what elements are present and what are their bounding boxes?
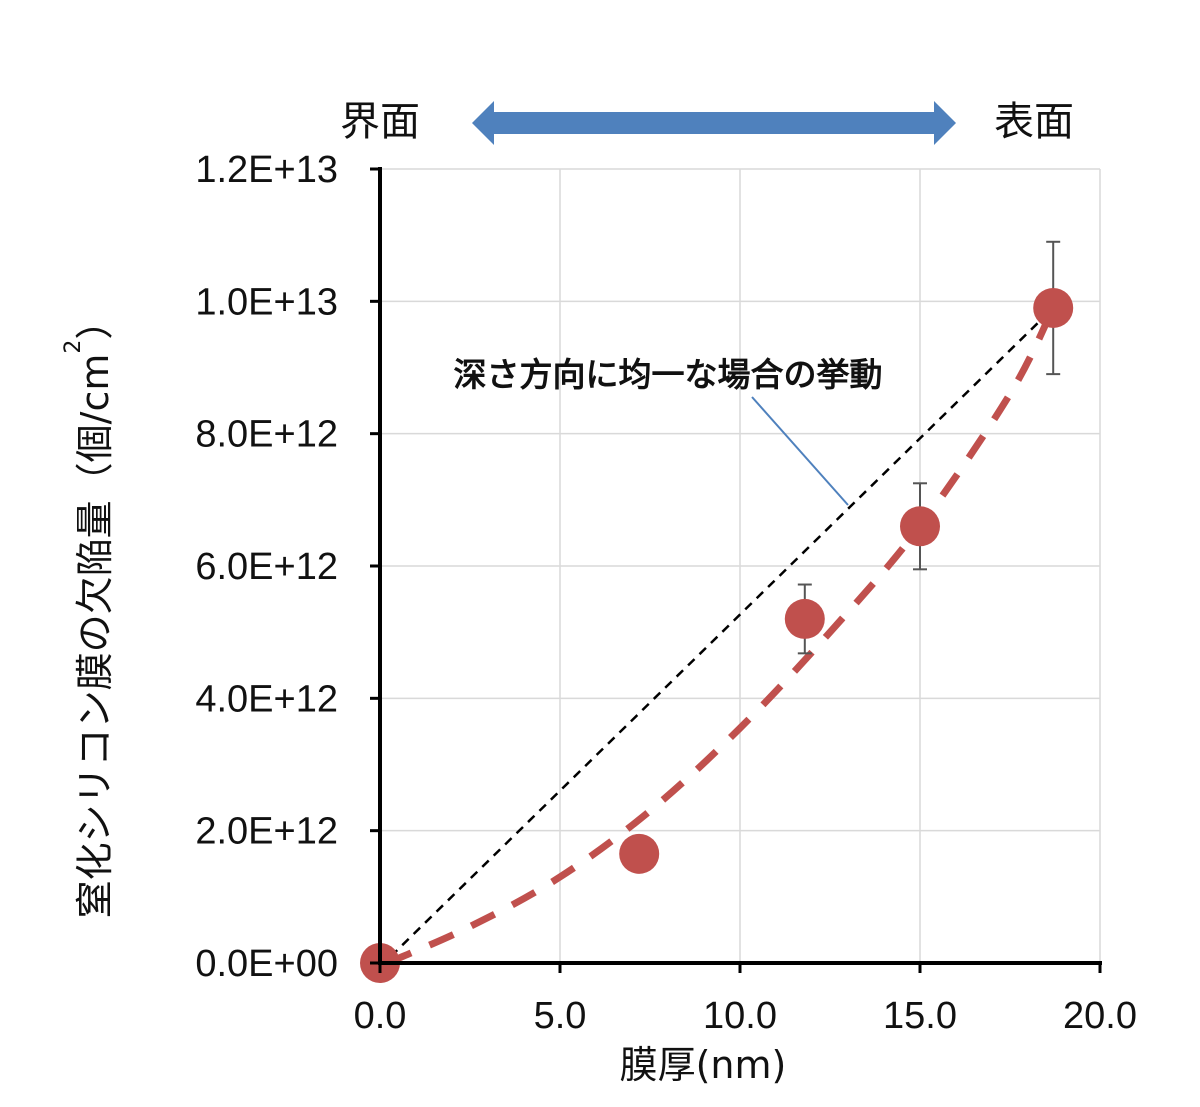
grid-lines <box>380 168 1101 963</box>
y-tick-label: 4.0E+12 <box>195 678 338 720</box>
double-arrow-icon <box>472 101 956 145</box>
y-axis-title: 窒化シリコン膜の欠陥量（個/cm2） <box>61 302 117 919</box>
y-tick-label: 1.2E+13 <box>195 149 338 191</box>
x-tick-label: 5.0 <box>534 995 587 1037</box>
depth-arrow <box>472 101 956 145</box>
x-tick-labels: 0.0 5.0 10.0 15.0 20.0 <box>354 995 1137 1037</box>
x-axis-title: 膜厚(nm) <box>620 1043 787 1087</box>
y-tick-labels: 0.0E+00 2.0E+12 4.0E+12 6.0E+12 8.0E+12 1.0E+… <box>195 149 338 985</box>
y-axis-title-superscript: 2 <box>61 340 86 354</box>
interface-label: 界面 <box>340 99 420 145</box>
y-tick-label: 1.0E+13 <box>195 281 338 323</box>
data-point <box>619 833 660 874</box>
x-tick-label: 0.0 <box>354 995 407 1037</box>
data-point <box>1033 287 1074 328</box>
y-tick-label: 6.0E+12 <box>195 546 338 588</box>
y-tick-label: 8.0E+12 <box>195 414 338 456</box>
error-bars <box>797 240 1061 655</box>
y-tick-label: 2.0E+12 <box>195 811 338 853</box>
y-axis-title-close: ） <box>73 302 117 340</box>
y-tick-label: 0.0E+00 <box>195 943 338 985</box>
axes <box>370 167 1102 973</box>
surface-label: 表面 <box>994 99 1074 145</box>
annotation-text: 深さ方向に均一な場合の挙動 <box>454 355 883 394</box>
svg-text:窒化シリコン膜の欠陥量（個/cm2）: 窒化シリコン膜の欠陥量（個/cm2） <box>61 302 117 919</box>
annotation-pointer <box>751 396 849 506</box>
data-point <box>900 506 940 547</box>
x-tick-label: 10.0 <box>703 995 777 1037</box>
fit-curve-path <box>385 306 1057 967</box>
y-axis-title-main: 窒化シリコン膜の欠陥量（個/cm <box>73 354 117 919</box>
data-points <box>360 287 1074 983</box>
uniform-guide-line <box>389 307 1055 958</box>
fit-curve <box>385 306 1057 967</box>
guide-line-segment <box>389 307 1055 958</box>
x-tick-label: 15.0 <box>883 995 957 1037</box>
data-point <box>784 598 825 639</box>
x-tick-label: 20.0 <box>1063 995 1137 1037</box>
